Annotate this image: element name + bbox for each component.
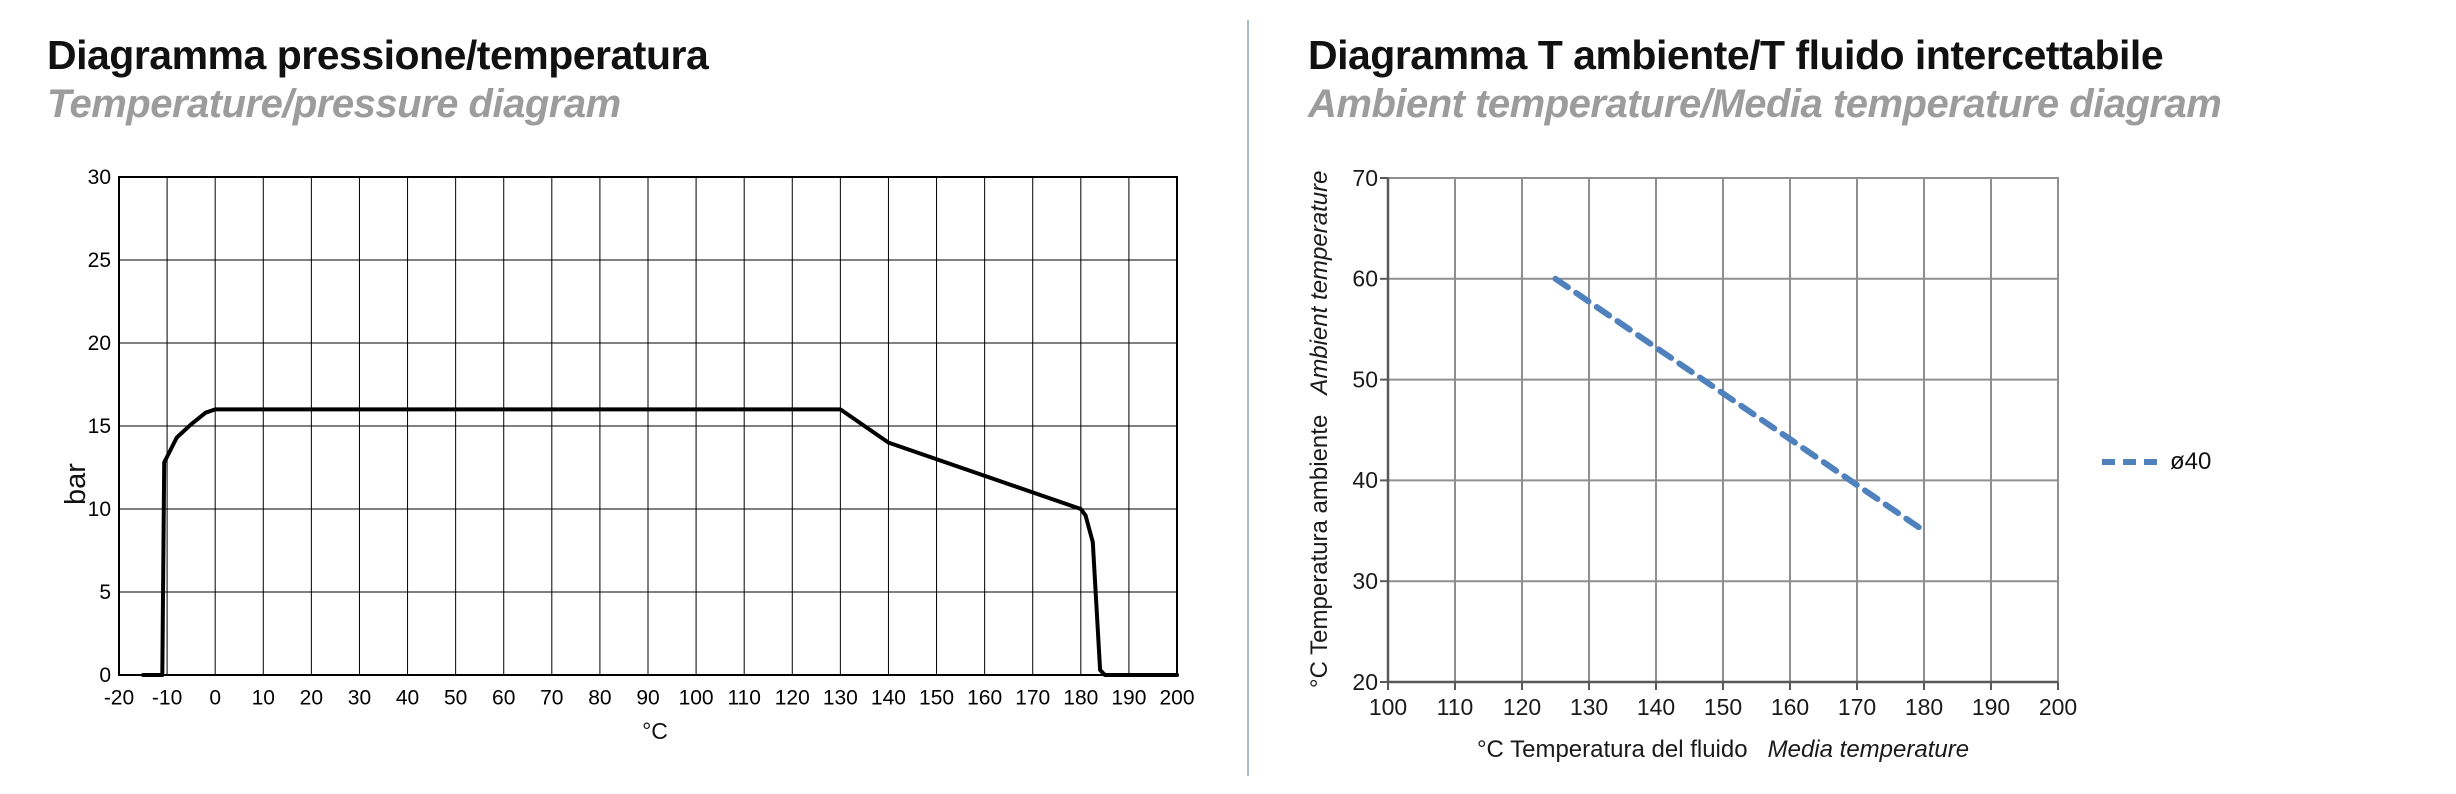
right-chart-title: Diagramma T ambiente/T fluido intercetta… [1308,32,2164,78]
y-tick-label: 0 [99,664,111,687]
x-tick-label: 60 [492,686,515,709]
left-chart-x-axis-title: °C [642,718,668,744]
y-tick-label: 30 [88,166,111,189]
right-chart-y-axis-title: °C Temperatura ambiente Ambient temperat… [1306,171,1334,688]
x-tick-label: 90 [636,686,659,709]
series-max-pressure-vs-temperature [141,407,1179,677]
x-tick-label: -20 [104,686,134,709]
legend-label: ø40 [2170,448,2212,475]
x-tick-label: 140 [1637,694,1675,720]
x-tick-label: 140 [871,686,906,709]
y-tick-label: 30 [1352,568,1378,594]
right-chart-subtitle: Ambient temperature/Media temperature di… [1308,82,2222,126]
x-tick-label: 80 [588,686,611,709]
series-diameter-40 [1552,275,1927,534]
left-chart-title: Diagramma pressione/temperatura [47,32,709,78]
x-tick-label: 170 [1838,694,1876,720]
left-chart-subtitle: Temperature/pressure diagram [47,82,621,126]
left-chart-y-axis-title: bar [60,463,92,505]
y-tick-label: 15 [88,415,111,438]
x-tick-label: 110 [1437,694,1474,720]
x-tick-label: 150 [919,686,954,709]
x-tick-label: 120 [1503,694,1541,720]
x-axis-title-main: °C Temperatura del fluido [1476,736,1748,763]
x-tick-label: 150 [1704,694,1742,720]
x-tick-label: 130 [1570,694,1608,720]
x-tick-label: 20 [300,686,323,709]
y-axis-title-secondary: Ambient temperature [1306,170,1333,395]
x-axis-title-secondary: Media temperature [1767,736,1970,763]
right-chart-x-axis-title: °C Temperatura del fluido Media temperat… [1388,736,2058,764]
x-tick-label: -10 [152,686,182,709]
y-tick-label: 20 [88,332,111,355]
x-tick-label: 40 [396,686,419,709]
x-tick-label: 10 [252,686,275,709]
y-tick-label: 5 [99,581,111,604]
y-tick-label: 20 [1352,669,1378,695]
x-tick-label: 100 [679,686,714,709]
y-tick-label: 50 [1352,366,1378,392]
x-tick-label: 190 [1111,686,1146,709]
x-tick-label: 200 [1159,686,1194,709]
legend-dashed-line-sample [2102,459,2162,465]
x-tick-label: 180 [1905,694,1943,720]
legend: ø40 [2100,448,2211,476]
x-tick-label: 50 [444,686,467,709]
x-tick-label: 160 [1771,694,1809,720]
x-tick-label: 160 [967,686,1002,709]
y-tick-label: 25 [88,249,111,272]
x-tick-label: 30 [348,686,371,709]
x-tick-label: 170 [1015,686,1050,709]
x-tick-label: 120 [775,686,810,709]
y-tick-label: 60 [1352,266,1378,292]
x-tick-label: 190 [1972,694,2010,720]
x-tick-label: 130 [823,686,858,709]
x-tick-label: 100 [1369,694,1407,720]
x-tick-label: 180 [1063,686,1098,709]
y-tick-label: 70 [1352,165,1378,191]
x-tick-label: 110 [727,686,760,709]
x-tick-label: 70 [540,686,563,709]
panel-divider [1247,20,1249,776]
y-axis-title-main: °C Temperatura ambiente [1306,414,1333,688]
x-tick-label: 200 [2039,694,2077,720]
plot-border [118,176,1178,676]
x-tick-label: 0 [209,686,221,709]
y-tick-label: 40 [1352,467,1378,493]
y-tick-label: 10 [88,498,111,521]
